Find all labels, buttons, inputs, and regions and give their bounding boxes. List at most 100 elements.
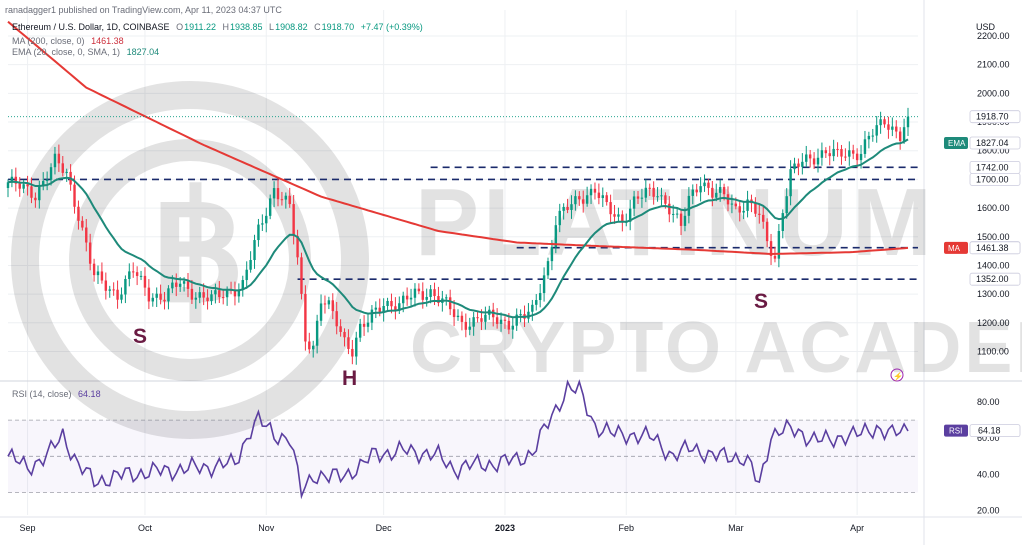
price-tick-label: 2000.00 — [977, 88, 1010, 98]
ma-legend-value: 1461.38 — [91, 36, 124, 46]
candle-body — [261, 223, 264, 225]
candle-body — [347, 337, 350, 349]
time-tick-label: Apr — [850, 523, 864, 533]
watermark-ring — [11, 81, 369, 439]
candle-body — [527, 311, 530, 319]
rsi-legend[interactable]: RSI (14, close) 64.18 — [12, 389, 105, 399]
watermark: ฿ PLATINUM CRYPTO ACADEMY — [11, 81, 1022, 439]
candle-body — [108, 289, 111, 291]
candle-body — [538, 293, 542, 301]
candle-body — [546, 261, 550, 276]
candle-body — [6, 182, 10, 189]
candle-body — [668, 203, 671, 215]
candle-body — [593, 188, 597, 193]
candle-body — [398, 303, 401, 311]
rsi-tick-label: 20.00 — [977, 506, 1000, 516]
price-tick-label: 2200.00 — [977, 31, 1010, 41]
candle-body — [883, 119, 886, 125]
rsi-tick-label: 80.00 — [977, 397, 1000, 407]
candle-body — [265, 215, 268, 224]
candle-body — [640, 197, 644, 199]
candle-body — [515, 314, 518, 326]
candle-body — [617, 214, 620, 217]
candle-body — [531, 304, 534, 312]
candle-body — [77, 206, 80, 221]
candle-body — [562, 206, 565, 211]
candle-body — [421, 291, 424, 300]
ema-legend[interactable]: EMA (20, close, 0, SMA, 1) 1827.04 — [12, 47, 163, 57]
price-tag-prefix: EMA — [948, 139, 966, 148]
publisher-line: ranadagger1 published on TradingView.com… — [5, 5, 282, 15]
candle-body — [112, 289, 115, 291]
candle-body — [409, 297, 413, 300]
candle-body — [186, 281, 190, 289]
time-tick-label: Mar — [728, 523, 744, 533]
candle-body — [268, 198, 272, 216]
candle-body — [167, 288, 170, 302]
candle-body — [120, 294, 123, 300]
time-tick-label: 2023 — [495, 523, 515, 533]
rsi-tag-value: 64.18 — [978, 426, 1001, 436]
candle-body — [836, 148, 839, 150]
candle-body — [585, 195, 589, 204]
price-tag-text: 1700.00 — [976, 174, 1009, 184]
candle-body — [687, 195, 691, 216]
candle-body — [495, 317, 499, 324]
lightning-glyph: ⚡ — [893, 371, 903, 381]
candle-body — [902, 127, 906, 141]
candle-body — [707, 182, 710, 188]
candle-body — [34, 197, 37, 201]
ma200-line — [7, 20, 909, 256]
candle-body — [691, 189, 694, 196]
candle-body — [715, 192, 718, 198]
high-label: H — [222, 22, 229, 32]
candle-body — [198, 292, 201, 298]
candle-body — [808, 154, 812, 159]
ema-legend-label: EMA (20, close, 0, SMA, 1) — [12, 47, 121, 57]
candle-body — [695, 189, 698, 193]
candle-body — [81, 220, 84, 228]
time-axis: Sep Oct Nov Dec 2023 Feb Mar Apr — [20, 523, 865, 533]
candle-body — [472, 317, 475, 327]
low-label: L — [269, 22, 275, 32]
candle-body — [664, 195, 667, 204]
candle-body — [672, 213, 675, 215]
candle-body — [417, 288, 421, 292]
ma-legend[interactable]: MA (200, close, 0) 1461.38 — [12, 36, 128, 46]
candle-body — [445, 297, 448, 299]
candle-body — [636, 196, 640, 199]
rsi-tag-prefix-bg — [944, 424, 968, 437]
time-tick-label: Oct — [138, 523, 153, 533]
candle-body — [437, 296, 440, 303]
rsi-tag-prefix: RSI — [949, 427, 962, 436]
candle-body — [762, 214, 765, 222]
candle-body — [679, 213, 683, 226]
candle-body — [413, 288, 417, 298]
candle-body — [550, 247, 554, 262]
candle-body — [323, 303, 327, 305]
candle-body — [245, 269, 248, 281]
time-tick-label: Feb — [619, 523, 635, 533]
candle-body — [433, 289, 436, 297]
candle-body — [257, 224, 260, 241]
candle-body — [335, 311, 338, 327]
candle-body — [163, 299, 166, 302]
candle-body — [280, 199, 284, 201]
lightning-icon — [890, 368, 904, 382]
candle-body — [49, 167, 53, 180]
candle-body — [832, 148, 835, 157]
candle-body — [190, 288, 194, 300]
candle-body — [675, 213, 679, 215]
price-tick-label: 1100.00 — [977, 346, 1009, 356]
candle-body — [718, 187, 722, 193]
candle-body — [867, 135, 871, 140]
candle-body — [480, 318, 483, 322]
candle-body — [171, 282, 174, 289]
price-tick-label: 1800.00 — [977, 146, 1010, 156]
candle-body — [797, 163, 800, 167]
time-tick-label: Sep — [20, 523, 36, 533]
candle-body — [703, 182, 706, 187]
candle-body — [781, 213, 784, 231]
candle-body — [378, 307, 381, 313]
